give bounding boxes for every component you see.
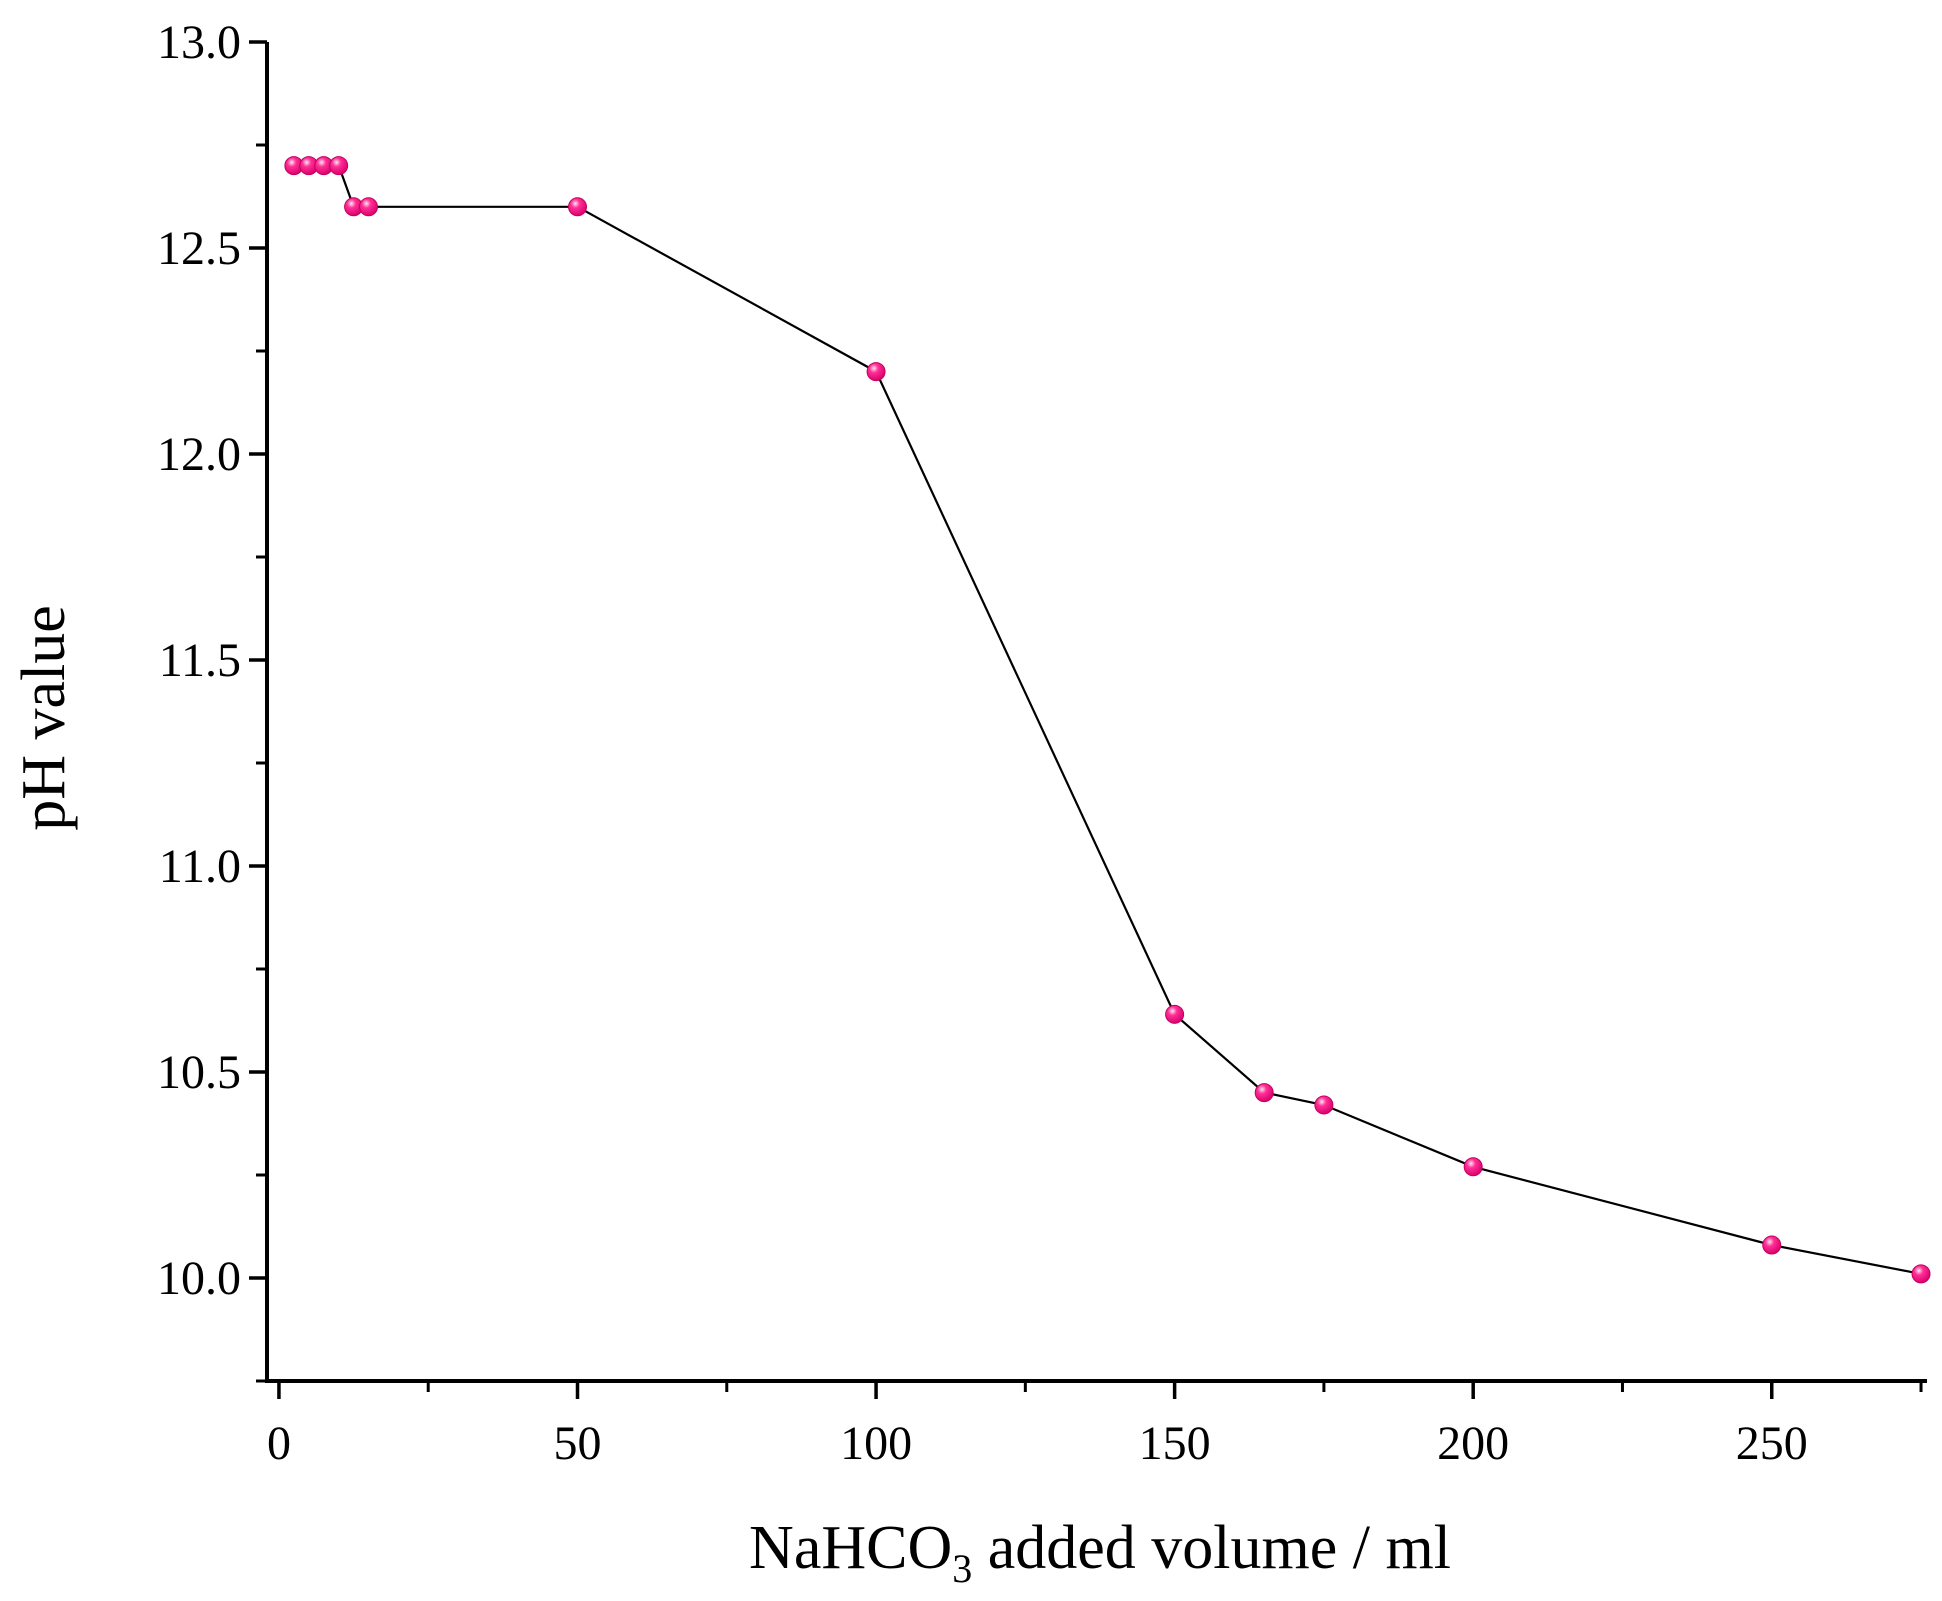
data-point — [359, 197, 379, 217]
axes — [265, 42, 1927, 1383]
data-point — [1762, 1235, 1782, 1255]
y-tick-label: 12.0 — [157, 428, 241, 481]
y-tick-label: 13.0 — [157, 16, 241, 69]
data-point — [1254, 1083, 1274, 1103]
data-point — [866, 362, 886, 382]
ticks — [249, 40, 1923, 1399]
y-axis-title: pH value — [10, 605, 78, 831]
x-axis-title-main: NaHCO — [749, 1514, 952, 1582]
series-line-path — [293, 164, 1922, 1275]
x-tick-label: 250 — [1736, 1417, 1808, 1470]
tick-labels: 0 50 100 150 200 250 10.0 10.5 11.0 11.5 12.0 12.5 1… — [157, 16, 1808, 1470]
x-axis-title: NaHCO3 added volume / ml — [749, 1514, 1451, 1591]
y-tick-label: 11.0 — [159, 840, 241, 893]
series-line — [293, 164, 1922, 1275]
series-markers — [284, 156, 1931, 1284]
data-point — [1463, 1157, 1483, 1177]
x-tick-label: 0 — [267, 1417, 291, 1470]
x-axis-title-subscript: 3 — [952, 1546, 972, 1591]
y-tick-label: 10.0 — [157, 1252, 241, 1305]
x-axis-title-rest: added volume / ml — [972, 1514, 1451, 1582]
data-point — [1314, 1095, 1334, 1115]
x-tick-label: 200 — [1437, 1417, 1509, 1470]
data-point — [1165, 1004, 1185, 1024]
x-tick-label: 100 — [840, 1417, 912, 1470]
x-tick-label: 150 — [1139, 1417, 1211, 1470]
data-point — [568, 197, 588, 217]
y-tick-label: 12.5 — [157, 222, 241, 275]
y-tick-label: 11.5 — [159, 634, 241, 687]
data-point — [329, 156, 349, 176]
y-tick-label: 10.5 — [157, 1046, 241, 1099]
x-tick-label: 50 — [554, 1417, 602, 1470]
data-point — [1911, 1264, 1931, 1284]
